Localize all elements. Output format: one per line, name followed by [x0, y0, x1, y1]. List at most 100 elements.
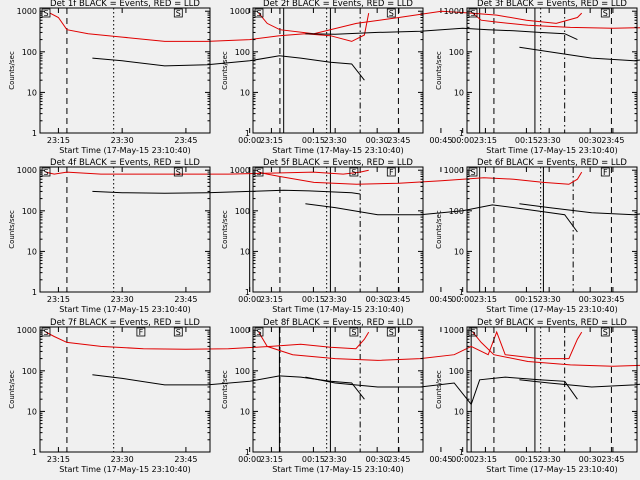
flag-label: S	[256, 9, 261, 18]
x-tick-label: 00:00	[238, 455, 261, 464]
x-tick-label: 00:15	[515, 455, 538, 464]
plot-frame	[252, 7, 424, 134]
plot-frame	[252, 326, 424, 453]
x-tick-label: 23:15	[474, 455, 497, 464]
x-tick-label: 23:45	[601, 295, 624, 304]
x-tick-label: 00:30	[366, 455, 389, 464]
flag-box	[386, 167, 396, 177]
x-axis-label: Start Time (17-May-15 23:10:40)	[272, 305, 403, 314]
flag-label: F	[389, 168, 394, 177]
y-tick-label: 1	[459, 129, 464, 138]
x-axis-label: Start Time (17-May-15 23:10:40)	[272, 146, 403, 155]
y-tick-label: 10	[240, 88, 250, 97]
events-series-line	[305, 376, 578, 406]
y-tick-label: 1	[245, 129, 250, 138]
events-series-line	[305, 203, 578, 233]
flag-box	[41, 327, 51, 337]
y-axis-label: Counts/sec	[221, 370, 229, 409]
x-tick-label: 23:45	[174, 136, 197, 145]
y-tick-label: 100	[22, 207, 37, 216]
events-series-line	[92, 374, 365, 400]
panel-title: Det 1f BLACK = Events, RED = LLD	[50, 0, 200, 9]
plot-frame	[39, 7, 211, 134]
events-series-line	[519, 379, 640, 388]
y-tick-label: 100	[449, 48, 464, 57]
flag-box	[600, 8, 610, 18]
y-tick-label: 1000	[230, 7, 250, 16]
y-axis-label: Counts/sec	[221, 210, 229, 249]
flag-box	[349, 327, 359, 337]
x-tick-label: 23:45	[387, 136, 410, 145]
x-tick-label: 23:30	[538, 455, 561, 464]
x-tick-label: 00:00	[451, 295, 474, 304]
x-tick-label: 23:15	[474, 295, 497, 304]
y-tick-label: 100	[235, 48, 250, 57]
panel-title: Det 2f BLACK = Events, RED = LLD	[263, 0, 413, 9]
y-tick-label: 10	[27, 88, 37, 97]
x-tick-label: 23:45	[174, 455, 197, 464]
x-axis-label: Start Time (17-May-15 23:10:40)	[59, 305, 190, 314]
flag-label: S	[470, 168, 475, 177]
flag-label: S	[43, 328, 48, 337]
x-tick-label: 23:45	[387, 455, 410, 464]
x-tick-label: 23:15	[260, 455, 283, 464]
flag-box	[254, 8, 264, 18]
x-tick-label: 23:15	[474, 136, 497, 145]
y-tick-label: 1000	[444, 326, 464, 335]
panel: Det 3f BLACK = Events, RED = LLD 1 10 100 10…	[435, 0, 640, 155]
y-tick-label: 10	[240, 407, 250, 416]
x-tick-label: 23:15	[47, 455, 70, 464]
events-series-line	[92, 55, 365, 81]
events-series-line	[519, 46, 640, 62]
flag-box	[173, 167, 183, 177]
panel: Det 4f BLACK = Events, RED = LLD11010010…	[8, 158, 452, 314]
x-tick-label: 00:30	[579, 455, 602, 464]
panel-title: Det 3f BLACK = Events, RED = LLD	[477, 0, 627, 9]
y-tick-label: 100	[22, 48, 37, 57]
flag-box	[600, 327, 610, 337]
x-axis-label: Start Time (17-May-15 23:10:40)	[272, 465, 403, 474]
panel-title: Det 8f BLACK = Events, RED = LLD	[263, 318, 413, 328]
x-axis-label: Start Time (17-May-15 23:10:40)	[486, 305, 617, 314]
flag-box	[254, 167, 264, 177]
events-series-line	[519, 203, 640, 216]
x-axis-label: Start Time (17-May-15 23:10:40)	[486, 146, 617, 155]
y-tick-label: 1	[459, 288, 464, 297]
flag-box	[173, 8, 183, 18]
flag-label: S	[43, 9, 48, 18]
events-series-line	[92, 189, 361, 195]
y-axis-label: Counts/sec	[435, 51, 443, 90]
y-tick-label: 10	[454, 247, 464, 256]
y-axis-label: Counts/sec	[435, 370, 443, 409]
x-tick-label: 23:30	[111, 295, 134, 304]
x-tick-label: 23:45	[174, 295, 197, 304]
flag-box	[41, 8, 51, 18]
y-tick-label: 10	[27, 407, 37, 416]
x-tick-label: 00:30	[366, 295, 389, 304]
y-tick-label: 1000	[17, 7, 37, 16]
plot-frame	[466, 7, 638, 134]
y-tick-label: 1	[245, 288, 250, 297]
y-tick-label: 100	[235, 207, 250, 216]
x-tick-label: 00:00	[238, 136, 261, 145]
x-tick-label: 00:30	[579, 295, 602, 304]
x-tick-label: 00:00	[238, 295, 261, 304]
y-axis-label: Counts/sec	[8, 210, 16, 249]
x-tick-label: 00:30	[366, 136, 389, 145]
x-tick-label: 23:45	[601, 455, 624, 464]
plot-frame	[39, 166, 211, 293]
x-tick-label: 23:45	[387, 295, 410, 304]
y-tick-label: 10	[454, 407, 464, 416]
x-tick-label: 23:30	[538, 295, 561, 304]
y-tick-label: 100	[235, 367, 250, 376]
flag-label: S	[351, 168, 356, 177]
x-tick-label: 00:30	[579, 136, 602, 145]
x-tick-label: 00:15	[515, 295, 538, 304]
flag-label: S	[389, 328, 394, 337]
y-tick-label: 1000	[17, 326, 37, 335]
flag-label: F	[603, 168, 608, 177]
panel: Det 1f BLACK = Events, RED = LLD 1 10 100 10…	[8, 0, 452, 155]
x-tick-label: 00:45	[429, 455, 452, 464]
panel-title: Det 9f BLACK = Events, RED = LLD	[477, 318, 627, 328]
y-tick-label: 100	[22, 367, 37, 376]
